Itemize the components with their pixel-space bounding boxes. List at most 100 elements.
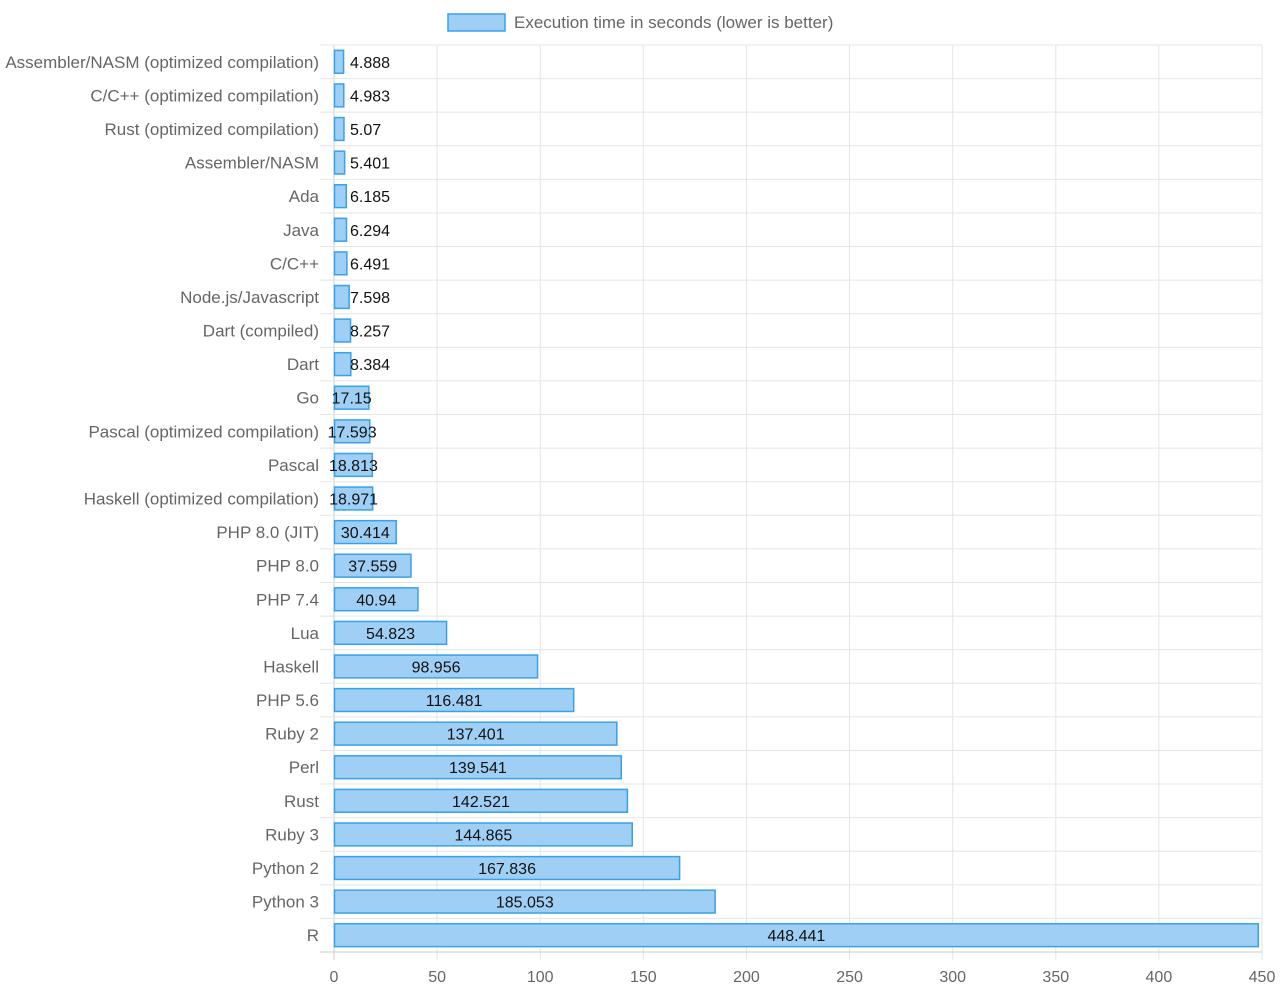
category-label: PHP 8.0 (JIT)	[216, 523, 319, 542]
bar[interactable]	[333, 788, 629, 814]
category-label: Ruby 3	[265, 825, 319, 844]
x-tick-label: 250	[836, 969, 863, 986]
data-label: 116.481	[426, 693, 483, 710]
category-label: Python 3	[252, 893, 319, 912]
bar[interactable]	[333, 721, 618, 746]
data-label: 30.414	[341, 525, 390, 542]
bar[interactable]	[333, 889, 716, 914]
bar[interactable]	[333, 217, 348, 242]
category-label: Perl	[289, 758, 319, 777]
category-label: Rust (optimized compilation)	[105, 120, 319, 139]
x-tick-label: 400	[1146, 969, 1173, 986]
bar[interactable]	[333, 83, 345, 108]
bar[interactable]	[333, 755, 623, 780]
data-label: 8.384	[350, 357, 390, 374]
category-label: Haskell (optimized compilation)	[84, 490, 319, 509]
category-label: Assembler/NASM (optimized compilation)	[5, 53, 319, 72]
x-tick-label: 150	[630, 969, 657, 986]
bar[interactable]	[333, 687, 575, 713]
category-label: Pascal	[268, 456, 319, 475]
data-label: 6.185	[350, 189, 390, 206]
category-label: Dart	[287, 355, 319, 374]
data-label: 40.94	[356, 592, 396, 609]
category-label: Dart (compiled)	[203, 322, 319, 341]
x-tick-label: 350	[1042, 969, 1069, 986]
bar[interactable]	[333, 519, 397, 545]
category-label: Pascal (optimized compilation)	[88, 422, 319, 441]
data-label: 6.294	[350, 223, 390, 240]
category-label: Go	[296, 389, 319, 408]
category-label: Rust	[284, 792, 319, 811]
x-tick-label: 50	[428, 969, 446, 986]
legend-swatch	[447, 13, 506, 32]
category-label: Assembler/NASM	[185, 154, 319, 173]
x-tick-label: 100	[527, 969, 554, 986]
data-label: 18.971	[329, 492, 378, 509]
bar[interactable]	[333, 822, 633, 847]
bar[interactable]	[333, 385, 370, 410]
x-axis-tick-labels: 0 50 100 150 200 250 300 350 400 450	[330, 969, 1276, 986]
category-label: Java	[283, 221, 319, 240]
data-labels: 4.888 4.983 5.07 5.401 6.185 6.294 6.491 7.598 8…	[328, 55, 826, 945]
data-label: 448.441	[767, 928, 825, 945]
legend-label: Execution time in seconds (lower is bett…	[514, 13, 833, 32]
data-label: 142.521	[452, 794, 510, 811]
bar[interactable]	[333, 150, 346, 175]
data-label: 167.836	[478, 861, 536, 878]
bar[interactable]	[333, 620, 448, 646]
x-tick-label: 450	[1249, 969, 1276, 986]
data-label: 54.823	[366, 626, 415, 643]
category-label: PHP 5.6	[256, 691, 319, 710]
bar[interactable]	[333, 587, 419, 612]
data-label: 144.865	[454, 827, 512, 844]
category-label: Haskell	[263, 657, 319, 676]
bar[interactable]	[333, 855, 681, 881]
data-label: 17.15	[332, 391, 372, 408]
category-label: PHP 8.0	[256, 557, 319, 576]
data-label: 37.559	[348, 559, 397, 576]
data-label: 4.888	[350, 55, 390, 72]
bar[interactable]	[333, 318, 352, 343]
x-tick-label: 0	[330, 969, 339, 986]
category-label: Ruby 2	[265, 725, 319, 744]
data-label: 139.541	[449, 760, 507, 777]
data-label: 8.257	[350, 324, 390, 341]
bar[interactable]	[333, 251, 348, 276]
category-label: Lua	[291, 624, 320, 643]
data-label: 137.401	[447, 727, 505, 744]
x-tick-label: 200	[733, 969, 760, 986]
data-label: 17.593	[328, 424, 377, 441]
data-label: 18.813	[329, 458, 378, 475]
x-tick-label: 300	[939, 969, 966, 986]
bar[interactable]	[333, 284, 350, 310]
bar[interactable]	[333, 654, 539, 679]
category-labels: Assembler/NASM (optimized compilation) C/…	[5, 53, 319, 945]
data-label: 185.053	[496, 895, 554, 912]
grid	[320, 44, 1263, 960]
data-label: 5.07	[350, 122, 381, 139]
bar[interactable]	[333, 351, 352, 377]
bar[interactable]	[333, 553, 412, 578]
category-label: R	[307, 926, 319, 945]
bar[interactable]	[333, 49, 345, 74]
bar[interactable]	[333, 419, 371, 444]
data-label: 4.983	[350, 88, 390, 105]
data-label: 7.598	[350, 290, 390, 307]
bars	[333, 49, 1260, 948]
data-label: 5.401	[350, 156, 390, 173]
category-label: C/C++	[270, 254, 319, 273]
category-label: Node.js/Javascript	[180, 288, 319, 307]
category-label: PHP 7.4	[256, 590, 319, 609]
bar[interactable]	[333, 452, 374, 478]
legend[interactable]: Execution time in seconds (lower is bett…	[447, 13, 833, 32]
bar[interactable]	[333, 116, 345, 142]
data-label: 98.956	[412, 659, 461, 676]
category-label: Ada	[289, 187, 320, 206]
category-label: Python 2	[252, 859, 319, 878]
bar[interactable]	[333, 923, 1260, 948]
bar[interactable]	[333, 486, 374, 511]
bar[interactable]	[333, 183, 348, 209]
data-label: 6.491	[350, 256, 390, 273]
